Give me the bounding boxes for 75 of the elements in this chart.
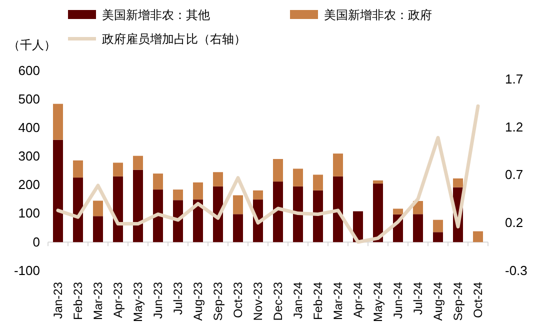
bar [73, 160, 83, 178]
x-tick-label: Jun-24 [391, 282, 405, 319]
x-tick-label: Oct-23 [231, 282, 245, 318]
bar [53, 104, 63, 140]
bar [173, 200, 183, 242]
y2-tick-label: -0.3 [505, 262, 528, 278]
y-tick-label: 600 [18, 62, 40, 78]
y-tick-label: 100 [18, 206, 40, 221]
bar [93, 200, 103, 216]
x-tick-label: Nov-23 [251, 282, 265, 321]
y-axis-title: （千人） [8, 38, 56, 52]
line-series [56, 104, 480, 244]
bar [293, 168, 303, 186]
legend-label: 美国新增非农：其他 [102, 8, 210, 22]
bar [273, 182, 283, 242]
x-tick-label: Sep-24 [451, 282, 465, 321]
x-tick-label: Aug-24 [431, 282, 445, 321]
y2-tick-label: 1.2 [505, 119, 524, 134]
x-tick-label: Feb-24 [311, 282, 325, 320]
bar [93, 216, 103, 242]
x-tick-label: May-24 [371, 282, 385, 322]
x-tick-label: Mar-23 [91, 282, 105, 320]
bar [273, 158, 283, 182]
y2-tick-label: 1.7 [505, 71, 524, 86]
bar [253, 190, 263, 200]
bar [153, 190, 163, 242]
bar [333, 176, 343, 242]
bar [113, 176, 123, 242]
y-tick-label: 300 [18, 148, 40, 164]
x-tick-label: Jan-24 [291, 282, 305, 319]
bar [173, 190, 183, 200]
bar [433, 220, 443, 232]
bar [373, 184, 383, 242]
bar [293, 186, 303, 242]
bar [53, 140, 63, 242]
bar [233, 214, 243, 242]
x-tick-label: Jun-23 [151, 282, 165, 319]
bar [233, 195, 243, 214]
x-tick-label: May-23 [131, 282, 145, 322]
x-tick-label: Jul-24 [411, 282, 425, 315]
y-tick-label: 400 [18, 120, 40, 136]
bar [473, 231, 483, 242]
y-tick-label: 200 [18, 177, 40, 192]
bar [193, 182, 203, 200]
y-tick-label: -100 [14, 262, 40, 278]
y-tick-label: 500 [18, 91, 40, 106]
bar [153, 174, 163, 190]
x-tick-label: Mar-24 [331, 282, 345, 320]
bar [113, 162, 123, 176]
x-tick-label: Oct-24 [471, 282, 485, 318]
x-tick-label: Dec-23 [271, 282, 285, 321]
bar [433, 232, 443, 242]
bar [453, 178, 463, 188]
legend-label: 美国新增非农：政府 [324, 8, 432, 22]
bar [73, 178, 83, 242]
y2-tick-label: 0.7 [505, 167, 524, 182]
bar [373, 180, 383, 184]
y-tick-label: 0 [32, 234, 40, 250]
x-tick-label: Jan-23 [51, 282, 65, 319]
x-tick-label: Apr-23 [111, 282, 125, 318]
bar [413, 214, 423, 242]
bar [333, 154, 343, 176]
bar [133, 170, 143, 242]
bar [213, 172, 223, 186]
legend-label: 政府雇员增加占比（右轴） [102, 32, 246, 46]
x-tick-label: Aug-23 [191, 282, 205, 321]
x-tick-label: Feb-23 [71, 282, 85, 320]
bar [133, 156, 143, 170]
x-tick-label: Apr-24 [351, 282, 365, 318]
y2-tick-label: 0.2 [505, 215, 524, 230]
bar [313, 174, 323, 190]
bar [313, 190, 323, 242]
x-tick-label: Jul-23 [171, 282, 185, 315]
x-tick-label: Sep-23 [211, 282, 225, 321]
bar [393, 208, 403, 214]
